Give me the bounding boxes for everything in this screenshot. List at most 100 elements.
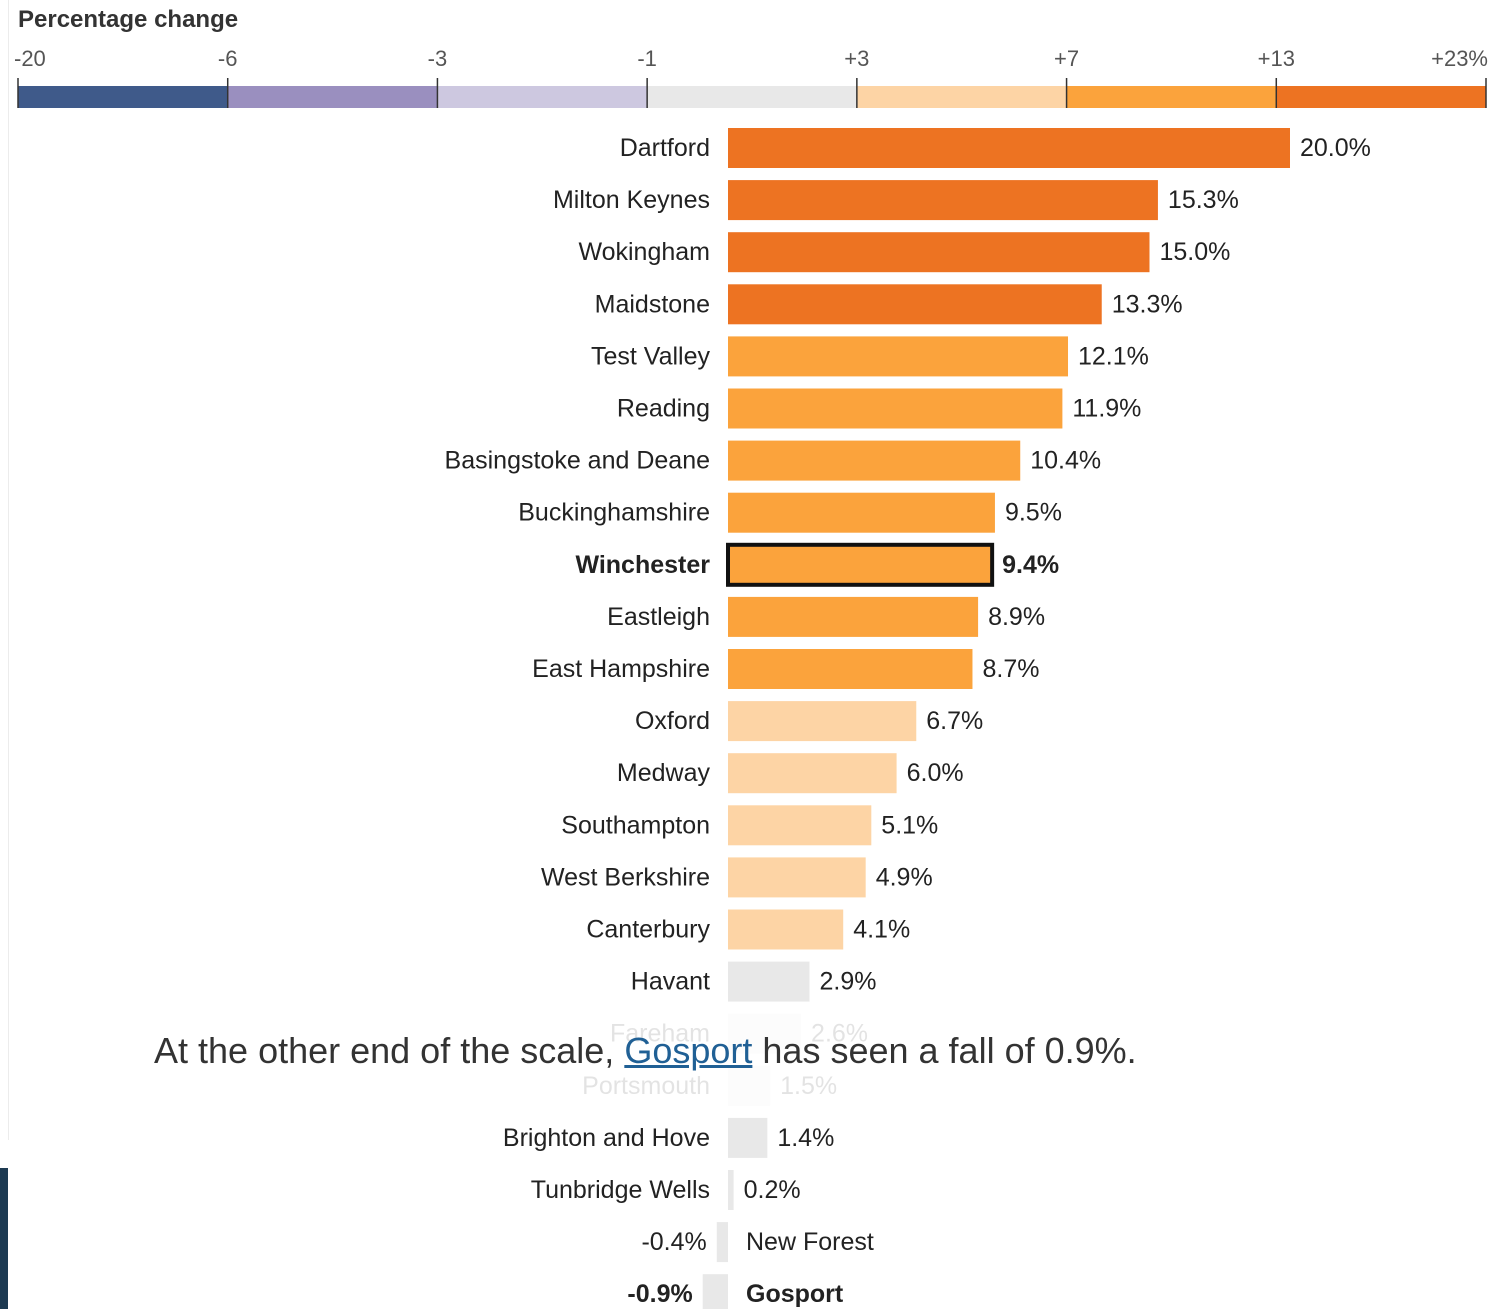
value-label: 11.9% (1072, 395, 1141, 423)
bar (728, 440, 1021, 481)
category-label: Winchester (575, 551, 710, 579)
overlay-text-after: has seen a fall of 0.9%. (762, 1030, 1137, 1071)
value-label: 8.7% (982, 655, 1039, 683)
bar (728, 596, 979, 637)
category-label: East Hampshire (532, 655, 710, 683)
bar-row: Test Valley 12.1% (591, 336, 1149, 377)
bar-row: Southampton 5.1% (561, 805, 938, 846)
legend-tick-label: -6 (218, 46, 238, 71)
category-label: Eastleigh (607, 603, 710, 631)
category-label: Test Valley (591, 342, 711, 370)
bar (728, 1170, 734, 1210)
value-label: 9.4% (1002, 551, 1059, 579)
category-label: Maidstone (595, 290, 710, 318)
bar-row: Tunbridge Wells 0.2% (531, 1170, 801, 1210)
left-dark-strip (0, 1168, 8, 1309)
value-label: 15.3% (1168, 186, 1239, 214)
bar (728, 492, 995, 533)
scale-title: Percentage change (18, 6, 239, 33)
color-scale-legend: -20 -6 -3 -1 +3 +7 +13 +23% (14, 46, 1488, 108)
bar-row: Canterbury 4.1% (586, 909, 910, 950)
bar (702, 1274, 728, 1309)
value-label: 6.0% (907, 759, 964, 787)
bar-row: Dartford 20.0% (620, 128, 1371, 168)
category-label: West Berkshire (541, 863, 710, 891)
category-label: Portsmouth (582, 1072, 710, 1100)
left-edge-line (8, 0, 9, 1140)
value-label: 12.1% (1078, 342, 1149, 370)
value-label: 2.6% (811, 1020, 868, 1048)
value-label: 4.1% (853, 916, 910, 944)
category-label: Brighton and Hove (503, 1124, 710, 1152)
bar-row: Basingstoke and Deane 10.4% (445, 440, 1101, 481)
legend-band-6 (1276, 86, 1486, 108)
overlay-text-before: At the other end of the scale, (154, 1030, 615, 1071)
bar (728, 1065, 771, 1106)
bar-row: Fareham 2.6% (610, 1013, 868, 1054)
scroll-overlay-text: At the other end of the scale, Gosport has… (154, 1030, 1137, 1072)
value-label: 9.5% (1005, 499, 1062, 527)
bar (726, 542, 995, 587)
bar (728, 701, 917, 742)
category-label: Havant (631, 968, 710, 996)
category-label: Canterbury (586, 916, 710, 944)
bar (728, 649, 973, 689)
bar-row: Wokingham 15.0% (578, 232, 1231, 273)
category-label: Basingstoke and Deane (445, 447, 710, 475)
bar (728, 1013, 802, 1054)
gosport-link[interactable]: Gosport (624, 1030, 753, 1071)
bar-row: Winchester 9.4% (575, 542, 1059, 587)
value-label: -0.4% (641, 1228, 706, 1256)
bar (728, 805, 872, 846)
bar-row: Eastleigh 8.9% (607, 596, 1045, 637)
category-label: Wokingham (578, 238, 710, 266)
category-label: New Forest (746, 1228, 874, 1256)
value-label: 2.9% (819, 968, 876, 996)
category-label: Southampton (561, 811, 710, 839)
bars-group: Dartford 20.0% Milton Keynes 15.3% Wokingham… (445, 128, 1371, 1309)
legend-tick-label: -20 (14, 46, 46, 71)
value-label: 15.0% (1160, 238, 1231, 266)
bar (728, 1117, 768, 1158)
bar-row: Brighton and Hove 1.4% (503, 1117, 834, 1158)
bar-row: -0.9% Gosport (627, 1274, 844, 1309)
category-label: Buckinghamshire (518, 499, 710, 527)
bar-row: East Hampshire 8.7% (532, 649, 1039, 689)
legend-band-5 (1066, 86, 1277, 108)
bar-row: Reading 11.9% (617, 388, 1141, 429)
legend-band-1 (227, 86, 438, 108)
bar (728, 180, 1158, 221)
legend-tick-label: +13 (1258, 46, 1295, 71)
bar (728, 284, 1102, 325)
bar-row: Maidstone 13.3% (595, 284, 1183, 325)
legend-band-2 (437, 86, 648, 108)
bar (728, 128, 1290, 168)
value-label: 1.5% (780, 1072, 837, 1100)
legend-band-3 (647, 86, 857, 108)
bar (728, 753, 897, 794)
value-label: 1.4% (777, 1124, 834, 1152)
bar-row: Buckinghamshire 9.5% (518, 492, 1062, 533)
value-label: 13.3% (1112, 290, 1183, 318)
legend-tick-label: -1 (637, 46, 657, 71)
category-label: Milton Keynes (553, 186, 710, 214)
category-label: Medway (617, 759, 711, 787)
legend-tick-label: +3 (844, 46, 869, 71)
category-label: Fareham (610, 1020, 710, 1048)
category-label: Oxford (635, 707, 710, 735)
bar-row: -0.4% New Forest (641, 1222, 874, 1263)
value-label: 10.4% (1030, 447, 1101, 475)
legend-band-4 (856, 86, 1067, 108)
bar-row: Portsmouth 1.5% (582, 1065, 837, 1106)
category-label: Dartford (620, 134, 710, 162)
legend-tick-label: +7 (1054, 46, 1079, 71)
category-label: Reading (617, 395, 710, 423)
bar (728, 388, 1063, 429)
value-label: 5.1% (881, 811, 938, 839)
value-label: 8.9% (988, 603, 1045, 631)
bar-row: Havant 2.9% (631, 961, 876, 1002)
legend-band-0 (18, 86, 228, 108)
legend-tick-label: -3 (428, 46, 448, 71)
bar-row: West Berkshire 4.9% (541, 857, 933, 898)
